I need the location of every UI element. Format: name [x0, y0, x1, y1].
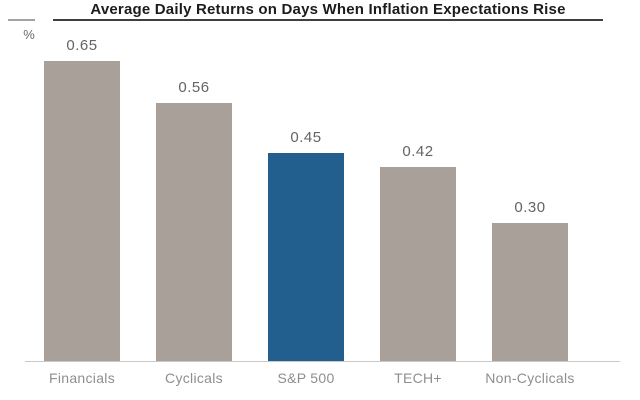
bar-cyclicals	[156, 103, 232, 361]
bar-tech-	[380, 167, 456, 361]
bar-value-label: 0.65	[66, 37, 98, 54]
bar-value-label: 0.42	[402, 143, 434, 160]
bar-value-label: 0.56	[178, 79, 210, 96]
category-label: Cyclicals	[165, 370, 223, 386]
category-label: S&P 500	[277, 370, 335, 386]
x-axis-line	[25, 361, 620, 362]
bar-value-label: 0.30	[514, 199, 546, 216]
category-label: Non-Cyclicals	[485, 370, 575, 386]
bar-financials	[44, 61, 120, 361]
y-axis-unit-label: %	[23, 27, 35, 42]
category-label: TECH+	[394, 370, 442, 386]
bar-s-p-500	[268, 153, 344, 361]
chart-title: Average Daily Returns on Days When Infla…	[90, 1, 566, 18]
bar-non-cyclicals	[492, 223, 568, 361]
y-axis-tick	[8, 19, 35, 21]
bar-value-label: 0.45	[290, 129, 322, 146]
category-label: Financials	[48, 370, 116, 386]
title-underline	[53, 19, 603, 21]
